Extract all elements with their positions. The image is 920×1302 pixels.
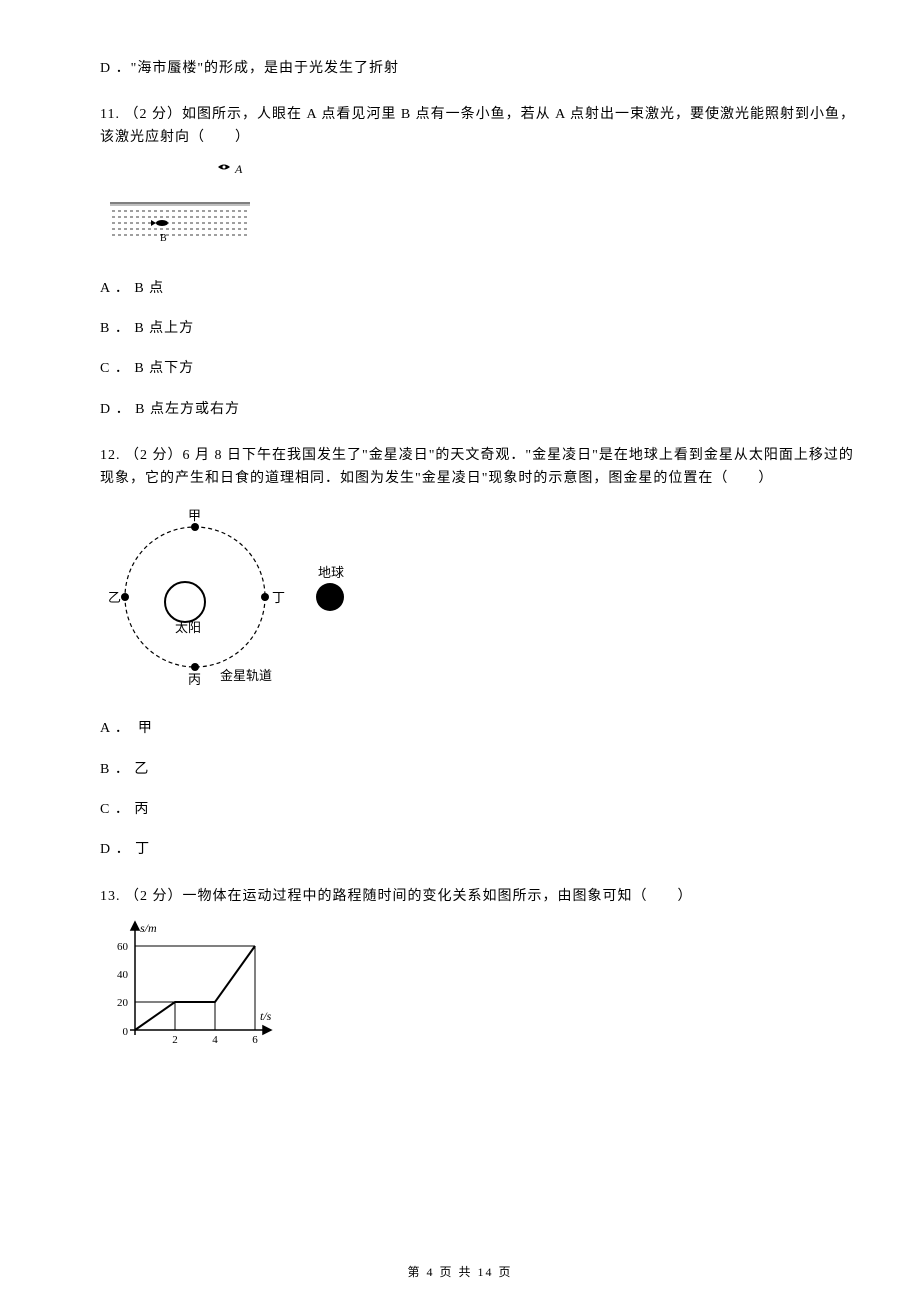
q12-orbit-label: 金星轨道	[220, 668, 272, 683]
q11-option-b: B ． B 点上方	[100, 318, 860, 340]
q11-option-c: C ． B 点下方	[100, 358, 860, 380]
q12-option-c: C ． 丙	[100, 799, 860, 821]
q11-fish-label: B	[160, 233, 167, 244]
q10-option-d: D ．"海市蜃楼"的形成，是由于光发生了折射	[100, 58, 860, 80]
q12-figure: 太阳 甲 乙 丙 丁 地球 金星轨道	[100, 502, 860, 700]
q13-figure: 0 20 40 60 2 4 6 s/m t/s	[100, 920, 860, 1058]
q11-eye-label: A	[234, 162, 243, 176]
svg-text:4: 4	[212, 1034, 218, 1046]
q12-pos-bottom: 丙	[188, 672, 201, 687]
q11-figure: A B	[100, 161, 860, 259]
svg-text:2: 2	[172, 1034, 178, 1046]
q13-x-label: t/s	[260, 1009, 272, 1023]
q12-pos-right: 丁	[272, 590, 285, 605]
svg-text:40: 40	[117, 969, 129, 981]
svg-text:20: 20	[117, 997, 129, 1009]
q12-pos-top: 甲	[188, 508, 201, 523]
q13-y-label: s/m	[140, 921, 157, 935]
q12-pos-left: 乙	[108, 590, 121, 605]
page: D ．"海市蜃楼"的形成，是由于光发生了折射 11. （2 分）如图所示，人眼在…	[0, 0, 920, 1302]
q11-stem: 11. （2 分）如图所示，人眼在 A 点看见河里 B 点有一条小鱼，若从 A …	[100, 104, 860, 149]
svg-text:60: 60	[117, 941, 129, 953]
q12-earth-label: 地球	[318, 565, 344, 580]
q12-option-b: B ． 乙	[100, 759, 860, 781]
q12-option-a: A ． 甲	[100, 718, 860, 740]
page-footer: 第 4 页 共 14 页	[0, 1263, 920, 1282]
svg-text:0: 0	[123, 1026, 129, 1038]
q11-option-a: A ． B 点	[100, 278, 860, 300]
q12-stem: 12. （2 分）6 月 8 日下午在我国发生了"金星凌日"的天文奇观．"金星凌…	[100, 445, 860, 490]
q11-option-d: D ． B 点左方或右方	[100, 399, 860, 421]
q12-option-d: D ． 丁	[100, 839, 860, 861]
q13-stem: 13. （2 分）一物体在运动过程中的路程随时间的变化关系如图所示，由图象可知（…	[100, 886, 860, 908]
svg-text:6: 6	[252, 1034, 258, 1046]
q12-sun-label: 太阳	[175, 620, 201, 635]
